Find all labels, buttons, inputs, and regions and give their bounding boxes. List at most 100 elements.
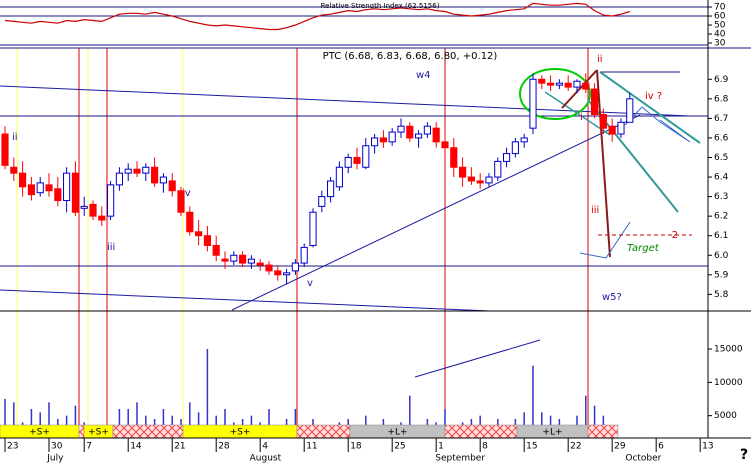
candle-body (327, 180, 335, 198)
month-label: October (625, 454, 661, 464)
volume-bar (338, 422, 341, 425)
candle-body (221, 258, 229, 262)
candle-body (45, 184, 53, 192)
x-tick-label: 25 (394, 442, 405, 452)
volume-bar (426, 419, 429, 425)
price-title: PTC (6.68, 6.83, 6.68, 6.80, +0.12) (323, 51, 498, 62)
candle-body (195, 231, 203, 237)
candle-body (291, 262, 299, 272)
volume-bar (532, 365, 534, 425)
volume-bar (215, 415, 217, 425)
candle-body (573, 80, 581, 88)
candle-body (256, 262, 264, 266)
x-tick-label: 7 (86, 442, 92, 452)
y-tick-label: 6.0 (714, 251, 729, 261)
candle-body (582, 82, 590, 90)
candle-body (485, 176, 493, 184)
volume-bar (259, 422, 261, 425)
candle-body (230, 254, 238, 262)
price-panel: PTC (6.68, 6.83, 6.68, 6.80, +0.12) ii i… (0, 51, 708, 312)
candle-body (19, 172, 27, 188)
candle-body (265, 264, 273, 272)
y-tick-label: 6.3 (714, 192, 728, 202)
candle-body (362, 145, 370, 168)
y-tick-label: 70 (714, 3, 726, 13)
volume-bar (21, 422, 24, 425)
volume-bar (250, 415, 253, 425)
x-tick-label: 14 (130, 442, 142, 452)
volume-bar (523, 412, 525, 425)
x-tick-label: 21 (174, 442, 185, 452)
candle-body (450, 147, 458, 168)
volume-bar (189, 402, 191, 425)
candle-body (520, 137, 528, 143)
candle-body (546, 82, 555, 86)
candle-body (599, 113, 607, 129)
volume-bar (400, 422, 402, 425)
band-label: +S+ (29, 428, 50, 438)
volume-bar (48, 402, 50, 425)
candle-body (63, 172, 71, 202)
y-tick-label: 50 (714, 21, 726, 31)
volume-bar (514, 419, 517, 425)
candle-body (344, 156, 352, 168)
band-segment (112, 424, 184, 439)
candle-body (274, 270, 282, 276)
annotation: iv ? (645, 91, 662, 102)
volume-bar (180, 419, 182, 425)
annotation: i (580, 112, 583, 123)
help-label: ? (740, 447, 748, 463)
candle-body (168, 180, 176, 192)
annotation: Target (627, 243, 660, 254)
candle-body (406, 125, 414, 139)
candle-body (538, 78, 546, 84)
y-tick-label: 5.8 (714, 290, 729, 300)
volume-bar (479, 415, 481, 425)
candle-body (27, 184, 35, 196)
candle-body (80, 205, 88, 209)
candle-body (89, 203, 97, 217)
volume-bar (145, 415, 147, 425)
volume-bar (197, 412, 200, 425)
candle-body (98, 215, 106, 221)
candle-body (247, 258, 255, 264)
volume-bar (268, 409, 270, 425)
band-segment (444, 424, 518, 439)
y-tick-label: 6.2 (714, 212, 728, 222)
y-tick-label: 60 (714, 12, 726, 22)
candle-body (300, 246, 308, 264)
candle-body (467, 176, 475, 182)
volume-trend (414, 339, 541, 378)
volume-bar (233, 422, 235, 425)
annotation: ii (12, 132, 18, 143)
x-tick-label: 6 (658, 442, 664, 452)
volume-bar (541, 412, 543, 425)
y-tick-label: 6.6 (714, 133, 729, 143)
annotation: iii (591, 205, 599, 216)
y-tick-label: 5.9 (714, 270, 729, 280)
volume-bar (4, 399, 6, 425)
x-tick-label: 4 (262, 442, 268, 452)
candle-body (1, 133, 9, 166)
volume-bar (65, 415, 68, 425)
candle-body (212, 244, 220, 256)
candle-body (503, 153, 511, 162)
annotation: w4 (416, 70, 431, 81)
volume-bar (39, 412, 41, 425)
candle-body (115, 172, 123, 186)
volume-bar (153, 419, 156, 425)
candle-body (36, 182, 44, 194)
month-label: July (46, 454, 64, 464)
x-tick-label: 29 (614, 442, 626, 452)
volume-bar (83, 422, 85, 425)
candle-body (159, 176, 167, 184)
candle-body (309, 211, 317, 246)
volume-bar (162, 409, 165, 425)
candle-body (432, 127, 440, 143)
candle-body (555, 82, 563, 86)
candle-body (353, 156, 361, 164)
y-tick-label: 6.5 (714, 153, 728, 163)
candle-body (283, 272, 291, 276)
